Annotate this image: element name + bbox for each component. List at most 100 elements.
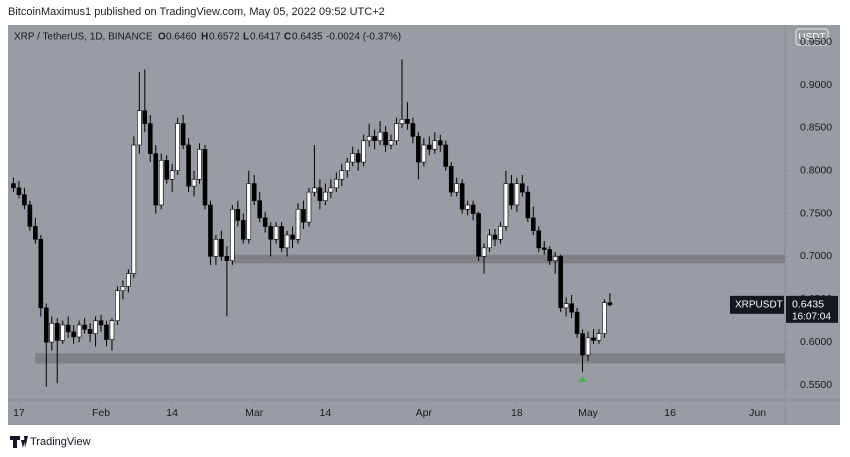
candle-body	[569, 303, 574, 313]
currency-button-label[interactable]: USDT	[798, 32, 825, 43]
candle-body	[525, 191, 531, 219]
currency-button[interactable]	[795, 28, 829, 46]
y-tick-label: 0.8000	[800, 164, 832, 176]
candle-body	[142, 110, 148, 124]
candle-body	[602, 302, 607, 334]
y-tick-label: 0.5500	[800, 379, 832, 391]
candle-body	[131, 144, 137, 274]
candle-body	[224, 256, 230, 262]
candle-body	[137, 110, 142, 146]
candle-body	[191, 178, 197, 187]
candle-body	[82, 324, 87, 330]
candle-body	[328, 187, 334, 193]
legend-change: -0.0024 (-0.37%)	[326, 32, 401, 43]
price-box	[786, 295, 838, 323]
candle-body	[93, 320, 98, 334]
candle-body	[235, 208, 241, 221]
candle-body	[126, 273, 131, 287]
candle-body	[530, 217, 536, 232]
candle-body	[109, 320, 115, 340]
candle-body	[213, 238, 219, 257]
candle-body	[323, 191, 328, 202]
candle-body	[372, 136, 377, 142]
y-tick-label: 0.7000	[800, 250, 832, 262]
candle-body	[22, 194, 27, 206]
candle-body	[361, 140, 366, 163]
candle-body	[459, 183, 465, 210]
x-tick-label: Feb	[92, 407, 110, 419]
candle-body	[399, 118, 405, 124]
candle-body	[498, 226, 503, 240]
candle-body	[607, 302, 613, 306]
legend: XRP / TetherUS, 1D, BINANCE O 0.6460 H 0…	[14, 32, 401, 43]
candle-body	[432, 140, 438, 150]
candle-body	[98, 320, 104, 326]
y-tick-label: 0.6000	[800, 336, 832, 348]
candle-body	[312, 187, 317, 193]
symbol: XRP / TetherUS, 1D, BINANCE	[14, 32, 153, 43]
candle-body	[273, 226, 279, 240]
x-tick-label: May	[578, 407, 599, 419]
candle-body	[366, 136, 372, 142]
candle-body	[394, 123, 399, 142]
y-tick-label: 0.9000	[800, 79, 832, 91]
candle-body	[290, 234, 295, 240]
legend-value: 0.6417	[250, 32, 281, 43]
candle-body	[65, 324, 71, 333]
candle-body	[465, 204, 470, 210]
candle-body	[202, 148, 208, 206]
candle-body	[427, 144, 432, 150]
candle-body	[552, 256, 558, 262]
x-tick-label: 14	[320, 407, 332, 419]
candle-body	[268, 226, 273, 240]
candle-body	[164, 160, 169, 180]
candle-body	[481, 247, 487, 257]
candle-body	[27, 204, 33, 227]
candle-body	[169, 170, 175, 180]
candle-body	[596, 333, 602, 341]
candle-body	[421, 144, 427, 163]
candle-body	[585, 337, 591, 356]
candle-body	[284, 234, 290, 249]
candle-body	[262, 217, 268, 227]
price-name: XRPUSDT	[735, 299, 783, 310]
candle-body	[38, 238, 44, 309]
candle-body	[279, 226, 284, 249]
candle-body	[339, 170, 345, 180]
legend-value: 0.6460	[166, 32, 197, 43]
candle-body	[541, 247, 547, 250]
x-tick-label: 14	[166, 407, 178, 419]
candle-body	[520, 183, 525, 193]
candle-body	[16, 187, 22, 196]
candle-body	[180, 123, 186, 146]
candle-body	[591, 337, 596, 341]
candle-body	[388, 140, 394, 146]
candle-body	[487, 234, 492, 249]
candle-body	[410, 123, 416, 137]
candle-body	[509, 183, 514, 206]
candle-body	[87, 328, 93, 334]
x-tick-label: Mar	[245, 407, 264, 419]
candle-body	[246, 183, 252, 240]
candle-body	[317, 187, 323, 202]
x-tick-label: Jun	[749, 407, 766, 419]
zone	[232, 254, 785, 264]
price-countdown: 16:07:04	[792, 311, 831, 322]
candle-body	[377, 131, 383, 142]
legend-key: H	[201, 32, 208, 43]
candle-body	[301, 208, 306, 223]
candle-body	[208, 204, 213, 257]
candle-body	[49, 322, 55, 343]
candle-body	[257, 200, 263, 219]
candle-body	[454, 183, 459, 193]
candle-body	[158, 160, 164, 206]
candle-body	[120, 286, 126, 292]
candle-body	[503, 183, 509, 227]
candle-body	[306, 191, 312, 223]
legend-key: L	[243, 32, 249, 43]
candle-body	[536, 230, 542, 249]
candle-body	[563, 303, 569, 309]
candle-body	[219, 238, 224, 257]
candle-body	[295, 208, 301, 240]
